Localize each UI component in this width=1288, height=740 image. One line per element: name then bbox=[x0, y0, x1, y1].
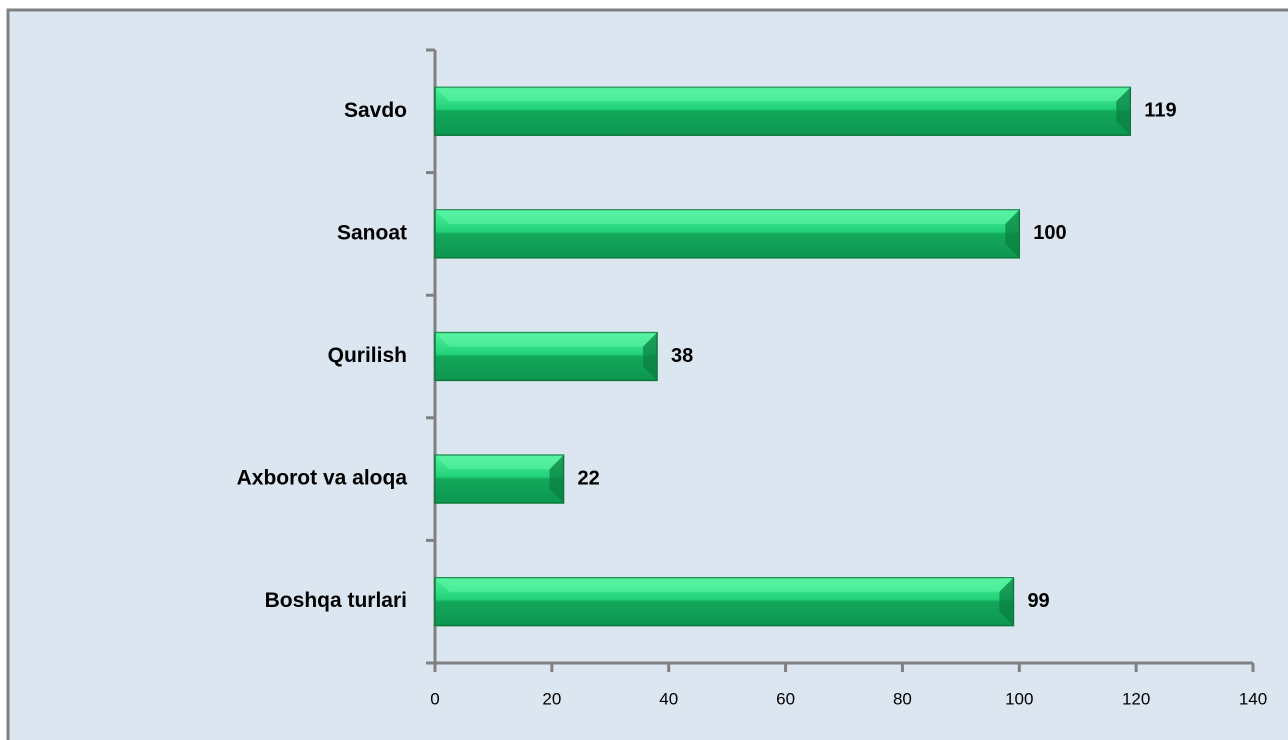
bar-bevel bbox=[1116, 87, 1131, 136]
bar-bevel bbox=[1005, 209, 1020, 258]
bar-bevel bbox=[435, 332, 658, 347]
x-tick-label: 120 bbox=[1122, 689, 1150, 708]
bar-bevel bbox=[435, 87, 1131, 102]
y-tick-label: Qurilish bbox=[328, 344, 407, 367]
bar-bevel bbox=[435, 209, 1020, 224]
x-tick-label: 100 bbox=[1005, 689, 1033, 708]
y-tick-label: Savdo bbox=[344, 99, 407, 122]
x-tick-label: 60 bbox=[776, 689, 795, 708]
y-tick-label: Axborot va aloqa bbox=[237, 467, 408, 490]
value-label: 22 bbox=[578, 467, 600, 489]
x-tick-label: 40 bbox=[659, 689, 678, 708]
x-tick-label: 0 bbox=[430, 689, 439, 708]
bar-bevel bbox=[435, 577, 1014, 592]
bar-bevel bbox=[643, 332, 658, 381]
y-tick-label: Sanoat bbox=[337, 221, 407, 244]
bar-bevel bbox=[549, 455, 564, 504]
bar-bevel bbox=[435, 455, 564, 470]
value-label: 99 bbox=[1027, 590, 1049, 612]
x-tick-label: 140 bbox=[1239, 689, 1267, 708]
value-label: 119 bbox=[1144, 100, 1176, 122]
value-label: 38 bbox=[671, 345, 693, 367]
x-tick-label: 20 bbox=[542, 689, 561, 708]
bar-bevel bbox=[999, 577, 1014, 626]
y-tick-label: Boshqa turlari bbox=[265, 589, 407, 612]
x-tick-label: 80 bbox=[893, 689, 912, 708]
value-label: 100 bbox=[1033, 222, 1066, 244]
